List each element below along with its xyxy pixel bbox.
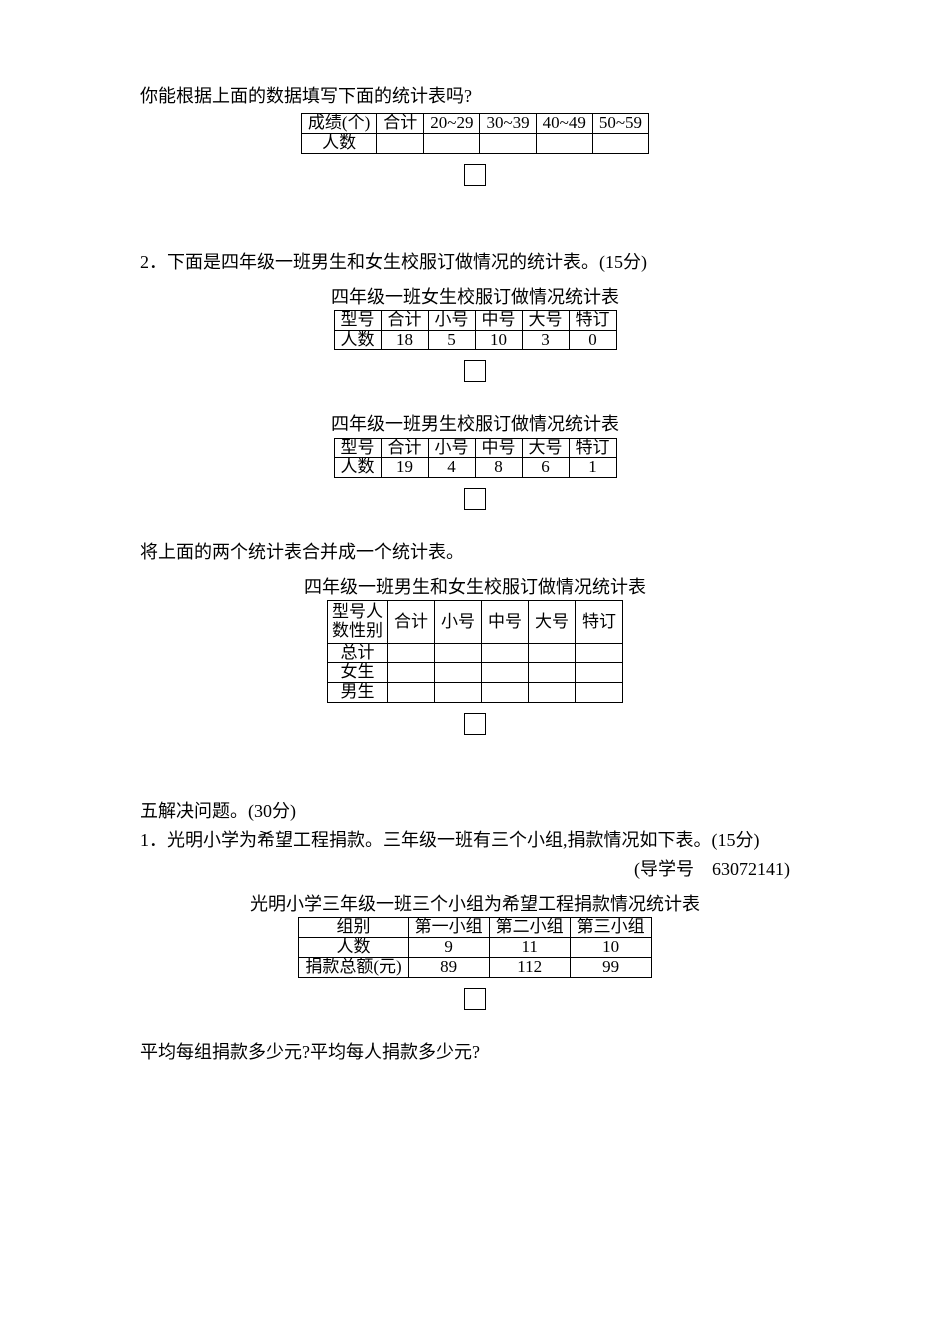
- s5-r2-1: 112: [489, 957, 570, 977]
- q2b-v2: 8: [475, 458, 522, 478]
- q2-merge-instruction: 将上面的两个统计表合并成一个统计表。: [140, 540, 810, 565]
- q2m-r2c0[interactable]: [388, 683, 435, 703]
- q2b-h2: 小号: [428, 438, 475, 458]
- q2m-r2c3[interactable]: [529, 683, 576, 703]
- s5-h2: 第二小组: [489, 918, 570, 938]
- s5-r1label: 人数: [299, 938, 408, 958]
- q2m-r1c0[interactable]: [388, 663, 435, 683]
- section5-q1-text: 1．光明小学为希望工程捐款。三年级一班有三个小组,捐款情况如下表。(15分): [140, 828, 810, 853]
- s5-h1: 第一小组: [408, 918, 489, 938]
- q2b-h1: 合计: [381, 438, 428, 458]
- q2m-r2c4[interactable]: [576, 683, 623, 703]
- q2-boys-table: 型号 合计 小号 中号 大号 特订 人数 19 4 8 6 1: [334, 438, 617, 478]
- q2g-v4: 0: [569, 330, 616, 350]
- q2m-c3: 大号: [529, 601, 576, 643]
- q1-c3[interactable]: [536, 133, 592, 153]
- q2m-r0: 总计: [328, 643, 388, 663]
- q2b-h3: 中号: [475, 438, 522, 458]
- q2g-h0: 型号: [334, 310, 381, 330]
- q2-girls-checkbox[interactable]: [464, 360, 486, 382]
- q2m-r0c0[interactable]: [388, 643, 435, 663]
- section5-q1-question: 平均每组捐款多少元?平均每人捐款多少元?: [140, 1040, 810, 1065]
- q2-merge-caption: 四年级一班男生和女生校服订做情况统计表: [140, 575, 810, 600]
- s5-r1-2: 10: [570, 938, 651, 958]
- section5-q1-note: (导学号 63072141): [140, 857, 790, 882]
- q2b-h0: 型号: [334, 438, 381, 458]
- q2b-rowlabel: 人数: [334, 458, 381, 478]
- s5-r2-2: 99: [570, 957, 651, 977]
- q2m-r1c1[interactable]: [435, 663, 482, 683]
- q2-girls-caption: 四年级一班女生校服订做情况统计表: [140, 285, 810, 310]
- q1-h2: 20~29: [424, 114, 480, 134]
- q1-c4[interactable]: [592, 133, 648, 153]
- q1-checkbox[interactable]: [464, 164, 486, 186]
- q2g-v3: 3: [522, 330, 569, 350]
- q2g-h3: 中号: [475, 310, 522, 330]
- q2b-v0: 19: [381, 458, 428, 478]
- q2m-diag: 型号人 数性别: [328, 601, 388, 643]
- s5-r1-0: 9: [408, 938, 489, 958]
- q2m-r1: 女生: [328, 663, 388, 683]
- s5-r2label: 捐款总额(元): [299, 957, 408, 977]
- q2m-r1c2[interactable]: [482, 663, 529, 683]
- s5-r2-0: 89: [408, 957, 489, 977]
- q2m-r0c3[interactable]: [529, 643, 576, 663]
- q2m-r0c1[interactable]: [435, 643, 482, 663]
- q2m-r1c3[interactable]: [529, 663, 576, 683]
- q2m-c4: 特订: [576, 601, 623, 643]
- q2g-h4: 大号: [522, 310, 569, 330]
- s5-h0: 组别: [299, 918, 408, 938]
- q1-rowlabel: 人数: [301, 133, 376, 153]
- q2m-r1c4[interactable]: [576, 663, 623, 683]
- q2b-v4: 1: [569, 458, 616, 478]
- q1-c1[interactable]: [424, 133, 480, 153]
- q2m-r2c2[interactable]: [482, 683, 529, 703]
- q2g-h1: 合计: [381, 310, 428, 330]
- q1-h3: 30~39: [480, 114, 536, 134]
- q2-title: 2．下面是四年级一班男生和女生校服订做情况的统计表。(15分): [140, 250, 810, 275]
- q1-c2[interactable]: [480, 133, 536, 153]
- q2g-v2: 10: [475, 330, 522, 350]
- section5-title: 五解决问题。(30分): [140, 799, 810, 824]
- q2g-rowlabel: 人数: [334, 330, 381, 350]
- q2m-c0: 合计: [388, 601, 435, 643]
- q2m-c2: 中号: [482, 601, 529, 643]
- s5-r1-1: 11: [489, 938, 570, 958]
- q2m-diag-top: 型号人: [332, 603, 383, 622]
- section5-q1-caption: 光明小学三年级一班三个小组为希望工程捐款情况统计表: [140, 892, 810, 917]
- q2g-h2: 小号: [428, 310, 475, 330]
- q2m-r2: 男生: [328, 683, 388, 703]
- q2-merge-checkbox[interactable]: [464, 713, 486, 735]
- section5-q1-table: 组别 第一小组 第二小组 第三小组 人数 9 11 10 捐款总额(元) 89 …: [298, 917, 651, 977]
- q2g-v0: 18: [381, 330, 428, 350]
- q2m-r2c1[interactable]: [435, 683, 482, 703]
- q2b-v1: 4: [428, 458, 475, 478]
- q2g-v1: 5: [428, 330, 475, 350]
- q1-h4: 40~49: [536, 114, 592, 134]
- q1-intro: 你能根据上面的数据填写下面的统计表吗?: [140, 84, 810, 109]
- section5-q1-checkbox[interactable]: [464, 988, 486, 1010]
- q2m-r0c4[interactable]: [576, 643, 623, 663]
- q1-h5: 50~59: [592, 114, 648, 134]
- q2m-c1: 小号: [435, 601, 482, 643]
- q2-girls-table: 型号 合计 小号 中号 大号 特订 人数 18 5 10 3 0: [334, 310, 617, 350]
- q2-boys-caption: 四年级一班男生校服订做情况统计表: [140, 412, 810, 437]
- q1-table: 成绩(个) 合计 20~29 30~39 40~49 50~59 人数: [301, 113, 649, 153]
- q2-boys-checkbox[interactable]: [464, 488, 486, 510]
- q2-merge-table: 型号人 数性别 合计 小号 中号 大号 特订 总计 女生 男生: [327, 600, 623, 702]
- q2g-h5: 特订: [569, 310, 616, 330]
- q1-c0[interactable]: [377, 133, 424, 153]
- s5-h3: 第三小组: [570, 918, 651, 938]
- q2b-h4: 大号: [522, 438, 569, 458]
- q2m-diag-bot: 数性别: [332, 622, 383, 641]
- q2b-h5: 特订: [569, 438, 616, 458]
- q1-h1: 合计: [377, 114, 424, 134]
- q1-h0: 成绩(个): [301, 114, 376, 134]
- q2b-v3: 6: [522, 458, 569, 478]
- q2m-r0c2[interactable]: [482, 643, 529, 663]
